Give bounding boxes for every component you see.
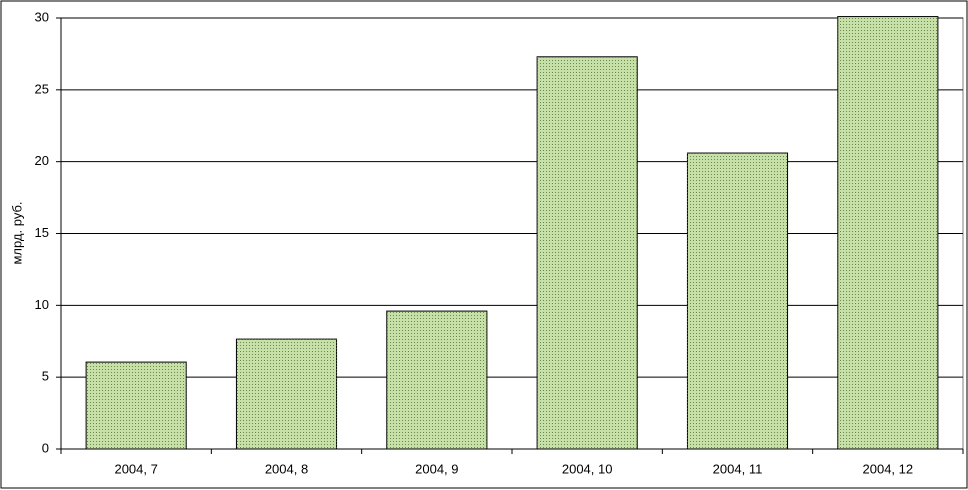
bar-texture: [687, 153, 788, 449]
bar-texture: [537, 56, 638, 449]
y-tick-label: 15: [35, 225, 49, 240]
y-tick-label: 30: [35, 9, 49, 24]
bar-texture: [236, 339, 337, 449]
x-tick-label: 2004, 8: [265, 461, 308, 476]
x-tick-label: 2004, 12: [863, 461, 914, 476]
y-tick-label: 20: [35, 153, 49, 168]
x-tick-label: 2004, 11: [713, 461, 763, 476]
bar-texture: [86, 362, 187, 449]
y-tick-label: 10: [35, 297, 49, 312]
y-tick-label: 5: [42, 369, 49, 384]
bar-texture: [837, 16, 938, 450]
y-tick-label: 25: [35, 81, 49, 96]
x-tick-label: 2004, 10: [562, 461, 613, 476]
y-tick-label: 0: [42, 440, 49, 455]
x-tick-label: 2004, 9: [415, 461, 458, 476]
bar-texture: [386, 311, 487, 449]
y-axis-label: млрд. руб.: [9, 201, 24, 264]
x-tick-label: 2004, 7: [114, 461, 157, 476]
